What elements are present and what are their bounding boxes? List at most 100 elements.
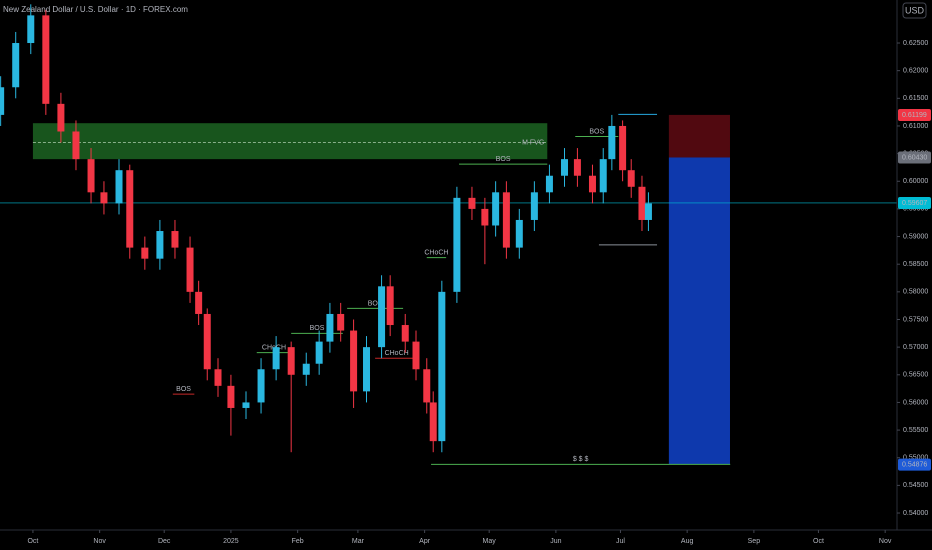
candle-body: [287, 347, 295, 375]
candle-body: [545, 175, 553, 193]
candle-body: [57, 103, 65, 132]
candle-body: [302, 363, 310, 375]
candle-body: [530, 192, 538, 220]
candle-body: [0, 87, 5, 115]
candle-body: [453, 197, 461, 292]
candle-body: [242, 402, 250, 408]
y-tick-label: 0.58000: [903, 289, 928, 296]
x-tick-label: May: [483, 538, 497, 545]
candle-body: [141, 247, 149, 259]
candle-body: [12, 43, 20, 88]
y-tick-label: 0.57500: [903, 316, 928, 323]
candle-body: [363, 347, 371, 392]
structure-label: BOS: [176, 386, 191, 393]
price-tag-label: 0.60430: [902, 154, 927, 161]
structure-label: BOS: [368, 300, 383, 307]
y-tick-label: 0.61000: [903, 123, 928, 130]
candle-body: [214, 369, 222, 386]
y-tick-label: 0.55500: [903, 427, 928, 434]
x-tick-label: 2025: [223, 538, 239, 545]
x-tick-label: Jun: [550, 538, 561, 545]
y-tick-label: 0.59000: [903, 233, 928, 240]
candle-body: [638, 186, 646, 220]
x-tick-label: Apr: [419, 538, 431, 545]
candle-body: [492, 192, 500, 226]
candle-body: [326, 313, 334, 342]
x-tick-label: Dec: [158, 538, 171, 545]
y-tick-label: 0.61500: [903, 95, 928, 102]
price-tag-label: 0.61199: [902, 112, 927, 119]
candle-body: [438, 291, 446, 442]
candle-body: [412, 341, 420, 370]
candle-body: [468, 197, 476, 209]
plot-area: M FVGCHoCHBOSBOSCHoCHBOSCHoCHBOSBOS$ $ $: [0, 4, 897, 465]
candle-body: [203, 313, 211, 370]
candle-body: [100, 192, 108, 204]
candle-body: [156, 231, 164, 259]
candle-body: [619, 125, 627, 171]
candle-body: [429, 402, 437, 442]
structure-label: BOS: [589, 128, 604, 135]
y-tick-label: 0.56500: [903, 372, 928, 379]
candle-body: [481, 208, 489, 226]
structure-label: CHoCH: [424, 249, 448, 256]
zone: [32, 123, 548, 160]
candle-body: [115, 170, 123, 204]
candle-body: [87, 159, 95, 193]
x-tick-label: Aug: [681, 538, 694, 545]
y-tick-label: 0.60000: [903, 178, 928, 185]
axis-layer: 0.54000 0.54500 0.55000 0.55500 0.56000 0.565…: [27, 40, 931, 545]
y-tick-label: 0.56000: [903, 399, 928, 406]
currency: USD: [905, 5, 925, 15]
x-tick-label: Nov: [93, 538, 106, 545]
candle-body: [515, 219, 523, 248]
price-tag-label: 0.54876: [902, 461, 927, 468]
candle-body: [42, 15, 50, 104]
currency-box[interactable]: [902, 2, 927, 19]
candle-body: [560, 159, 568, 176]
candle-body: [573, 159, 581, 176]
x-tick-label: Oct: [813, 538, 824, 545]
zone: [668, 114, 730, 158]
zone: [668, 157, 730, 465]
price-tag: [898, 196, 931, 209]
y-tick-label: 0.62000: [903, 68, 928, 75]
y-tick-label: 0.58500: [903, 261, 928, 268]
candle-body: [378, 286, 386, 348]
structure-label: $ $ $: [573, 456, 589, 463]
structure-label: CHoCH: [385, 350, 409, 357]
y-tick-label: 0.59500: [903, 206, 928, 213]
x-tick-label: Nov: [879, 538, 892, 545]
candle-body: [644, 203, 652, 220]
price-tag: [898, 458, 931, 471]
candle-body: [72, 131, 80, 160]
x-tick-label: Mar: [352, 538, 365, 545]
candle-body: [386, 286, 394, 326]
candle-body: [272, 347, 280, 370]
candle-body: [171, 231, 179, 248]
candle-body: [195, 291, 203, 314]
candle-body: [627, 170, 635, 187]
zone-label: M FVG: [522, 139, 544, 146]
candle-body: [27, 15, 35, 44]
y-tick-label: 0.55000: [903, 455, 928, 462]
chart-title: New Zealand Dollar / U.S. Dollar · 1D · …: [3, 5, 188, 14]
x-tick-label: Sep: [748, 538, 761, 545]
y-tick-label: 0.62500: [903, 40, 928, 47]
price-tag-label: 0.59607: [902, 200, 927, 207]
x-tick-label: Oct: [27, 538, 38, 545]
candle-body: [502, 192, 510, 248]
y-tick-label: 0.57000: [903, 344, 928, 351]
candle-body: [588, 175, 596, 193]
candle-body: [337, 313, 345, 331]
candle-body: [423, 369, 431, 403]
candle-body: [315, 341, 323, 364]
candle-body: [401, 325, 409, 342]
x-tick-label: Jul: [616, 538, 625, 545]
structure-label: BOS: [496, 156, 511, 163]
price-tag: [898, 151, 931, 164]
candle-body: [257, 369, 265, 403]
